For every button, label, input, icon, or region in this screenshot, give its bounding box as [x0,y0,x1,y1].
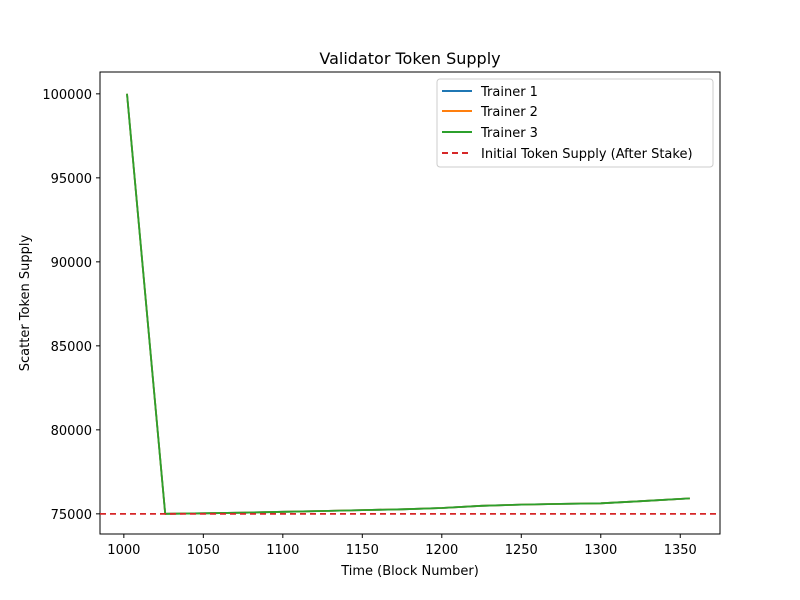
legend-label-trainer-3: Trainer 3 [480,126,538,141]
x-axis-label: Time (Block Number) [340,564,479,579]
y-axis-ticks: 75000 80000 85000 90000 95000 100000 [42,88,100,523]
y-tick-label: 75000 [51,508,92,523]
x-tick-label: 1200 [425,543,458,558]
y-tick-label: 80000 [51,424,92,439]
x-tick-label: 1150 [346,543,379,558]
y-tick-label: 85000 [51,340,92,355]
x-tick-label: 1050 [187,543,220,558]
y-tick-label: 95000 [51,172,92,187]
legend-label-trainer-2: Trainer 2 [480,105,538,120]
y-tick-label: 100000 [42,88,92,103]
legend: Trainer 1 Trainer 2 Trainer 3 Initial To… [436,78,714,168]
x-tick-label: 1100 [266,543,299,558]
chart-title: Validator Token Supply [319,49,500,68]
x-tick-label: 1000 [107,543,140,558]
y-axis-label: Scatter Token Supply [18,234,33,371]
x-tick-label: 1300 [584,543,617,558]
series-lines [126,93,690,515]
series-line-trainer-3 [126,93,690,515]
plot-area-frame [99,71,721,535]
y-tick-label: 90000 [51,256,92,271]
legend-label-reference: Initial Token Supply (After Stake) [481,147,693,162]
legend-box [436,78,714,168]
legend-label-trainer-1: Trainer 1 [480,85,538,100]
x-tick-label: 1250 [505,543,538,558]
x-axis-ticks: 1000 1050 1100 1150 1200 1250 1300 1350 [107,534,697,558]
x-tick-label: 1350 [664,543,697,558]
